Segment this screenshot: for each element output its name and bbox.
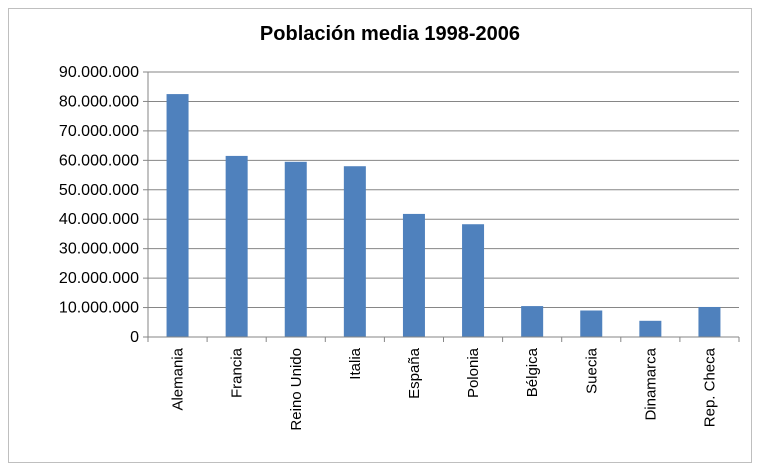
y-tick-label: 10.000.000 [59, 300, 139, 317]
y-tick-label: 60.000.000 [59, 152, 139, 169]
x-tick-label: Suecia [583, 347, 600, 394]
y-tick-label: 20.000.000 [59, 270, 139, 287]
bar-dinamarca [639, 320, 662, 337]
bar-b-lgica [521, 306, 544, 337]
bar-italia [343, 166, 366, 337]
x-tick-label: Polonia [465, 347, 482, 398]
bar-reino-unido [284, 161, 307, 337]
chart-title: Población media 1998-2006 [260, 23, 520, 45]
bar-suecia [580, 310, 603, 337]
bar-rep-checa [698, 306, 721, 337]
y-tick-label: 90.000.000 [59, 64, 139, 81]
x-tick-label: Bélgica [524, 347, 541, 397]
y-tick-label: 50.000.000 [59, 182, 139, 199]
bar-espa-a [402, 213, 425, 337]
x-tick-label: España [406, 347, 423, 399]
bar-polonia [462, 224, 485, 337]
y-tick-label: 80.000.000 [59, 93, 139, 110]
y-tick-label: 30.000.000 [59, 241, 139, 258]
bars [166, 94, 721, 337]
chart-frame [8, 8, 752, 463]
x-tick-label: Italia [347, 347, 364, 379]
y-tick-label: 0 [130, 329, 139, 346]
bar-francia [225, 155, 248, 337]
x-axis-ticks: Alemania Francia Reino Unido Italia España Po… [147, 337, 740, 431]
x-tick-label: Dinamarca [642, 347, 659, 420]
y-axis-ticks: 0 10.000.000 20.000.000 30.000.000 40.000.00… [59, 64, 148, 346]
y-tick-label: 70.000.000 [59, 123, 139, 140]
x-tick-label: Alemania [170, 347, 187, 410]
bar-alemania [166, 94, 189, 337]
x-tick-label: Rep. Checa [701, 347, 718, 427]
x-tick-label: Reino Unido [288, 348, 305, 431]
y-tick-label: 40.000.000 [59, 211, 139, 228]
x-tick-label: Francia [229, 347, 246, 398]
